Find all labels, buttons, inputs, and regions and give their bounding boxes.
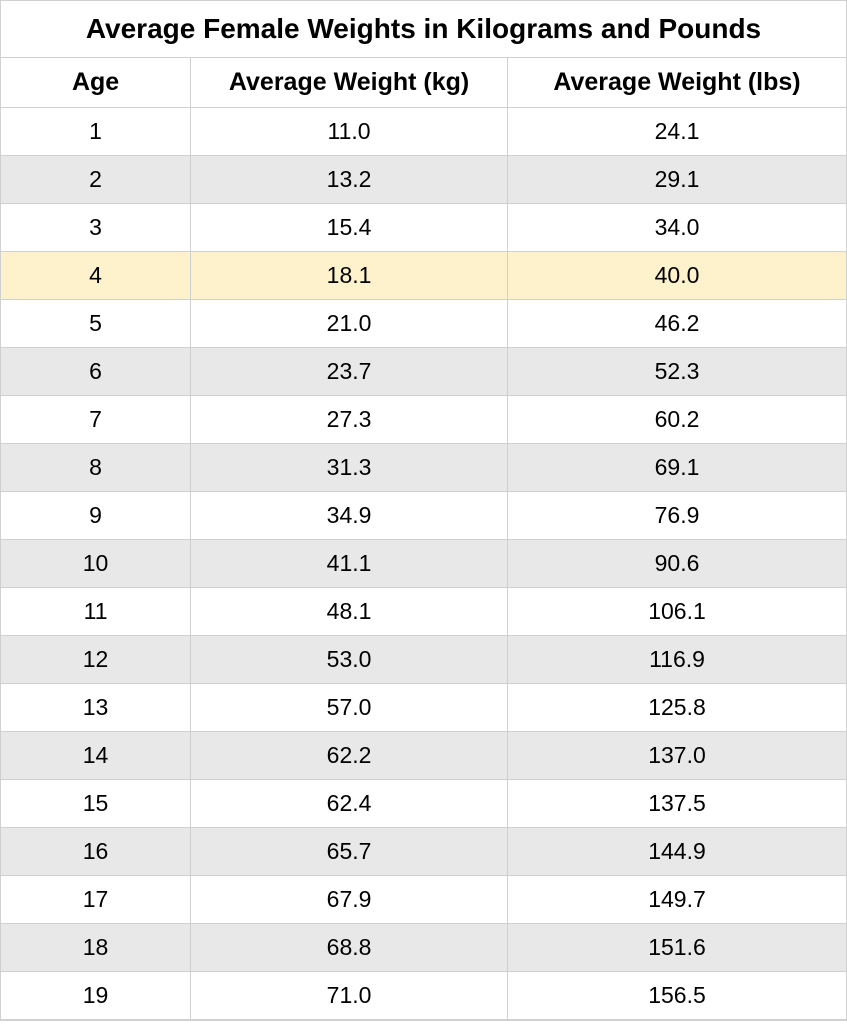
table-row: 521.046.2: [1, 300, 846, 348]
cell-kg: 18.1: [191, 252, 508, 299]
table-row: 831.369.1: [1, 444, 846, 492]
cell-kg: 62.2: [191, 732, 508, 779]
cell-kg: 13.2: [191, 156, 508, 203]
cell-kg: 48.1: [191, 588, 508, 635]
table-row: 1041.190.6: [1, 540, 846, 588]
cell-age: 15: [1, 780, 191, 827]
cell-lbs: 137.5: [508, 780, 846, 827]
cell-kg: 65.7: [191, 828, 508, 875]
cell-age: 2: [1, 156, 191, 203]
column-header-kg: Average Weight (kg): [191, 58, 508, 107]
cell-kg: 31.3: [191, 444, 508, 491]
table-row: 315.434.0: [1, 204, 846, 252]
cell-lbs: 149.7: [508, 876, 846, 923]
cell-lbs: 34.0: [508, 204, 846, 251]
cell-age: 8: [1, 444, 191, 491]
cell-kg: 15.4: [191, 204, 508, 251]
cell-age: 18: [1, 924, 191, 971]
cell-lbs: 144.9: [508, 828, 846, 875]
cell-kg: 62.4: [191, 780, 508, 827]
cell-lbs: 156.5: [508, 972, 846, 1019]
cell-age: 19: [1, 972, 191, 1019]
cell-lbs: 29.1: [508, 156, 846, 203]
cell-kg: 41.1: [191, 540, 508, 587]
cell-age: 13: [1, 684, 191, 731]
cell-kg: 68.8: [191, 924, 508, 971]
table-row: 213.229.1: [1, 156, 846, 204]
table-row: 1253.0116.9: [1, 636, 846, 684]
cell-lbs: 52.3: [508, 348, 846, 395]
weight-table: Average Female Weights in Kilograms and …: [0, 0, 847, 1021]
table-row: 1767.9149.7: [1, 876, 846, 924]
cell-lbs: 125.8: [508, 684, 846, 731]
table-row: 418.140.0: [1, 252, 846, 300]
cell-kg: 27.3: [191, 396, 508, 443]
cell-lbs: 90.6: [508, 540, 846, 587]
cell-lbs: 151.6: [508, 924, 846, 971]
cell-lbs: 116.9: [508, 636, 846, 683]
cell-kg: 53.0: [191, 636, 508, 683]
table-row: 1562.4137.5: [1, 780, 846, 828]
cell-age: 17: [1, 876, 191, 923]
cell-lbs: 46.2: [508, 300, 846, 347]
table-body: 111.024.1213.229.1315.434.0418.140.0521.…: [1, 108, 846, 1020]
cell-lbs: 60.2: [508, 396, 846, 443]
cell-age: 14: [1, 732, 191, 779]
cell-age: 16: [1, 828, 191, 875]
cell-age: 7: [1, 396, 191, 443]
column-header-age: Age: [1, 58, 191, 107]
cell-age: 10: [1, 540, 191, 587]
column-header-lbs: Average Weight (lbs): [508, 58, 846, 107]
table-row: 111.024.1: [1, 108, 846, 156]
cell-lbs: 24.1: [508, 108, 846, 155]
cell-age: 3: [1, 204, 191, 251]
cell-lbs: 137.0: [508, 732, 846, 779]
cell-kg: 71.0: [191, 972, 508, 1019]
cell-kg: 23.7: [191, 348, 508, 395]
table-row: 1971.0156.5: [1, 972, 846, 1020]
cell-age: 9: [1, 492, 191, 539]
table-row: 934.976.9: [1, 492, 846, 540]
cell-kg: 21.0: [191, 300, 508, 347]
cell-lbs: 106.1: [508, 588, 846, 635]
table-title: Average Female Weights in Kilograms and …: [1, 1, 846, 58]
table-row: 1357.0125.8: [1, 684, 846, 732]
cell-kg: 67.9: [191, 876, 508, 923]
cell-age: 5: [1, 300, 191, 347]
table-row: 1868.8151.6: [1, 924, 846, 972]
table-row: 1462.2137.0: [1, 732, 846, 780]
cell-kg: 11.0: [191, 108, 508, 155]
cell-lbs: 40.0: [508, 252, 846, 299]
cell-kg: 57.0: [191, 684, 508, 731]
table-header-row: Age Average Weight (kg) Average Weight (…: [1, 58, 846, 108]
cell-lbs: 76.9: [508, 492, 846, 539]
cell-age: 11: [1, 588, 191, 635]
cell-lbs: 69.1: [508, 444, 846, 491]
cell-age: 12: [1, 636, 191, 683]
table-row: 1148.1106.1: [1, 588, 846, 636]
cell-age: 6: [1, 348, 191, 395]
table-row: 1665.7144.9: [1, 828, 846, 876]
table-row: 727.360.2: [1, 396, 846, 444]
table-row: 623.752.3: [1, 348, 846, 396]
cell-kg: 34.9: [191, 492, 508, 539]
cell-age: 4: [1, 252, 191, 299]
cell-age: 1: [1, 108, 191, 155]
